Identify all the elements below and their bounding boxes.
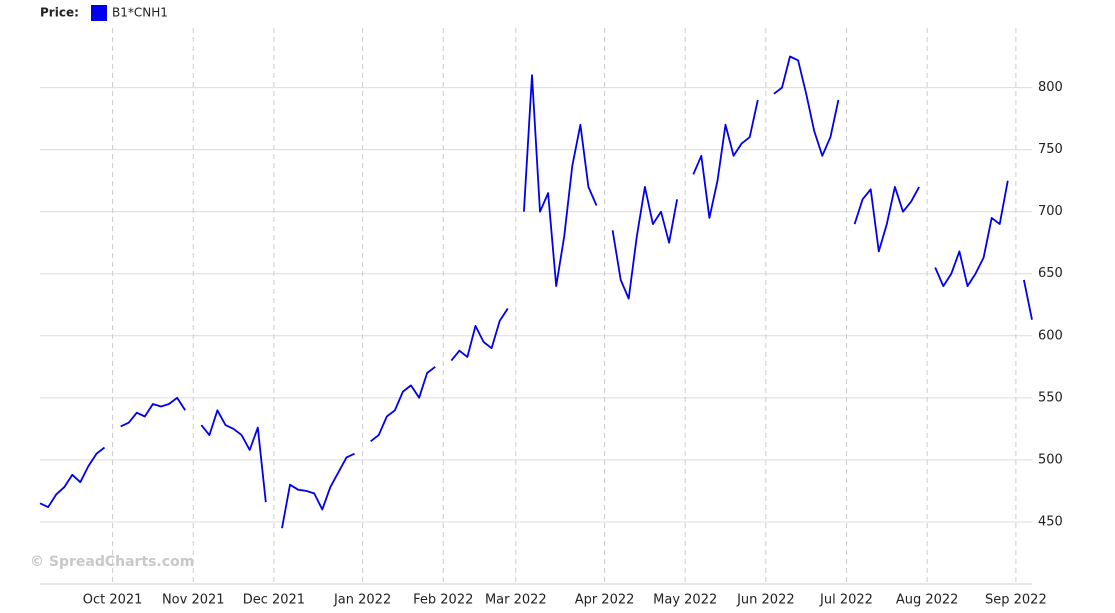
y-tick-label: 650	[1038, 266, 1063, 281]
x-tick-label: May 2022	[653, 593, 717, 608]
x-tick-label: Aug 2022	[896, 593, 959, 608]
legend-label: Price:	[40, 6, 79, 20]
legend-swatch	[91, 5, 107, 21]
price-line	[39, 55, 1033, 529]
y-tick-label: 800	[1038, 80, 1063, 95]
x-tick-label: Oct 2021	[83, 593, 143, 608]
y-tick-label: 700	[1038, 204, 1063, 219]
x-tick-label: Mar 2022	[485, 593, 547, 608]
x-tick-label: Nov 2021	[162, 593, 225, 608]
x-tick-label: Jun 2022	[736, 593, 795, 608]
y-tick-label: 600	[1038, 328, 1063, 343]
y-tick-label: 500	[1038, 452, 1063, 467]
y-tick-label: 750	[1038, 142, 1063, 157]
x-tick-label: Feb 2022	[413, 593, 473, 608]
x-tick-label: Jan 2022	[333, 593, 391, 608]
x-tick-label: Sep 2022	[985, 593, 1047, 608]
x-tick-label: Jul 2022	[819, 593, 873, 608]
x-tick-label: Dec 2021	[243, 593, 305, 608]
y-tick-label: 450	[1038, 514, 1063, 529]
legend-entry: B1*CNH1	[112, 6, 168, 20]
y-tick-label: 550	[1038, 390, 1063, 405]
x-tick-label: Apr 2022	[575, 593, 635, 608]
